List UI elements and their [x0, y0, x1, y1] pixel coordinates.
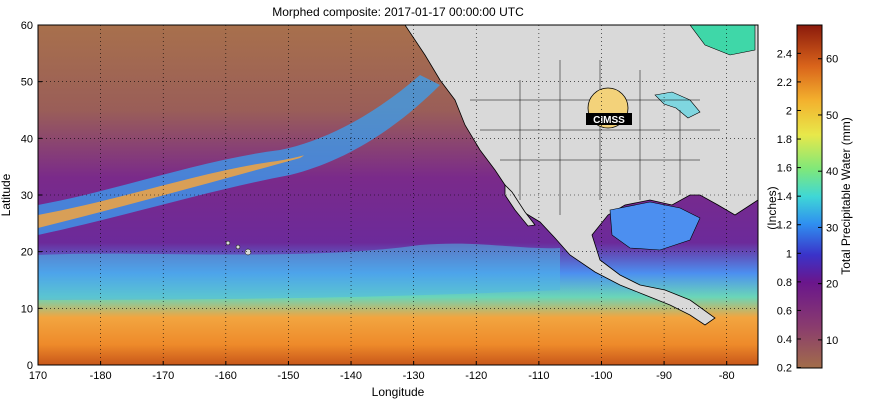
great-lakes [654, 91, 701, 119]
colorbar-inch-label: 1.6 [777, 163, 792, 175]
x-tick-label: -90 [656, 370, 672, 382]
map-area: CIMSS [38, 25, 758, 365]
x-tick-label: -180 [90, 370, 112, 382]
colorbar-inch-label: 0.4 [777, 334, 792, 346]
colorbar-inch-label: 2.2 [777, 77, 792, 89]
colorbar-gradient [796, 24, 823, 369]
x-tick-label: -160 [215, 370, 237, 382]
colorbar-inch-label: 1.2 [777, 220, 792, 232]
y-tick-label: 20 [21, 247, 33, 259]
y-tick-label: 40 [21, 133, 33, 145]
chart-title: Morphed composite: 2017-01-17 00:00:00 U… [272, 5, 524, 19]
x-tick-label: -100 [590, 370, 612, 382]
grid-lines [38, 25, 758, 365]
hawaii-islands [225, 240, 252, 256]
colorbar-inches-label: (Inches) [765, 186, 779, 229]
colorbar-inch-label: 2 [786, 105, 792, 117]
x-tick-label: -170 [152, 370, 174, 382]
x-tick-label: -150 [277, 370, 299, 382]
colorbar: 0.2 0.4 0.6 0.8 1 1.2 1.4 1.6 1.8 2 2.2 2.4 10 20 30 4… [765, 24, 853, 375]
colorbar-mm-label: 20 [826, 279, 838, 291]
colorbar-mm-label: 50 [826, 110, 838, 122]
x-tick-label: -140 [340, 370, 362, 382]
y-tick-label: 0 [27, 360, 33, 372]
x-tick-label: -80 [719, 370, 735, 382]
x-axis: 170 -180 -170 -160 -150 -140 -130 -120 -110 -100 -… [29, 361, 735, 382]
y-tick-label: 50 [21, 77, 33, 89]
cimss-logo: CIMSS [586, 87, 632, 129]
y-axis-label: Latitude [0, 173, 13, 216]
colorbar-mm-label: Total Precipitable Water (mm) [839, 117, 853, 275]
colorbar-inch-label: 0.8 [777, 277, 792, 289]
x-tick-label: -130 [403, 370, 425, 382]
colorbar-inch-ticks: 0.2 0.4 0.6 0.8 1 1.2 1.4 1.6 1.8 2 2.2 2.4 [777, 48, 801, 375]
y-tick-label: 60 [21, 20, 33, 32]
colorbar-inch-label: 0.6 [777, 305, 792, 317]
colorbar-inch-label: 1.8 [777, 134, 792, 146]
colorbar-mm-label: 60 [826, 54, 838, 66]
colorbar-inch-label: 1 [786, 248, 792, 260]
land-baja [504, 184, 536, 227]
x-tick-label: 170 [29, 370, 47, 382]
x-axis-label: Longitude [372, 385, 425, 399]
colorbar-mm-label: 40 [826, 166, 838, 178]
colorbar-inch-label: 1.4 [777, 191, 792, 203]
x-tick-label: -110 [528, 370, 549, 382]
logo-text: CIMSS [593, 115, 625, 126]
y-axis: 0 10 20 30 40 50 60 [21, 20, 42, 372]
colorbar-mm-ticks: 10 20 30 40 50 60 [818, 54, 838, 347]
hudson-bay [689, 25, 756, 56]
y-tick-label: 30 [21, 190, 33, 202]
y-tick-label: 10 [21, 303, 33, 315]
colorbar-inch-label: 2.4 [777, 48, 792, 60]
gulf-of-mexico [609, 201, 701, 251]
moisture-band-south [38, 243, 560, 300]
colorbar-mm-label: 30 [826, 222, 838, 234]
x-tick-label: -120 [465, 370, 487, 382]
state-borders [470, 60, 720, 215]
moisture-plume-core [38, 155, 304, 228]
colorbar-inch-label: 0.2 [777, 363, 792, 375]
colorbar-mm-label: 10 [826, 335, 838, 347]
